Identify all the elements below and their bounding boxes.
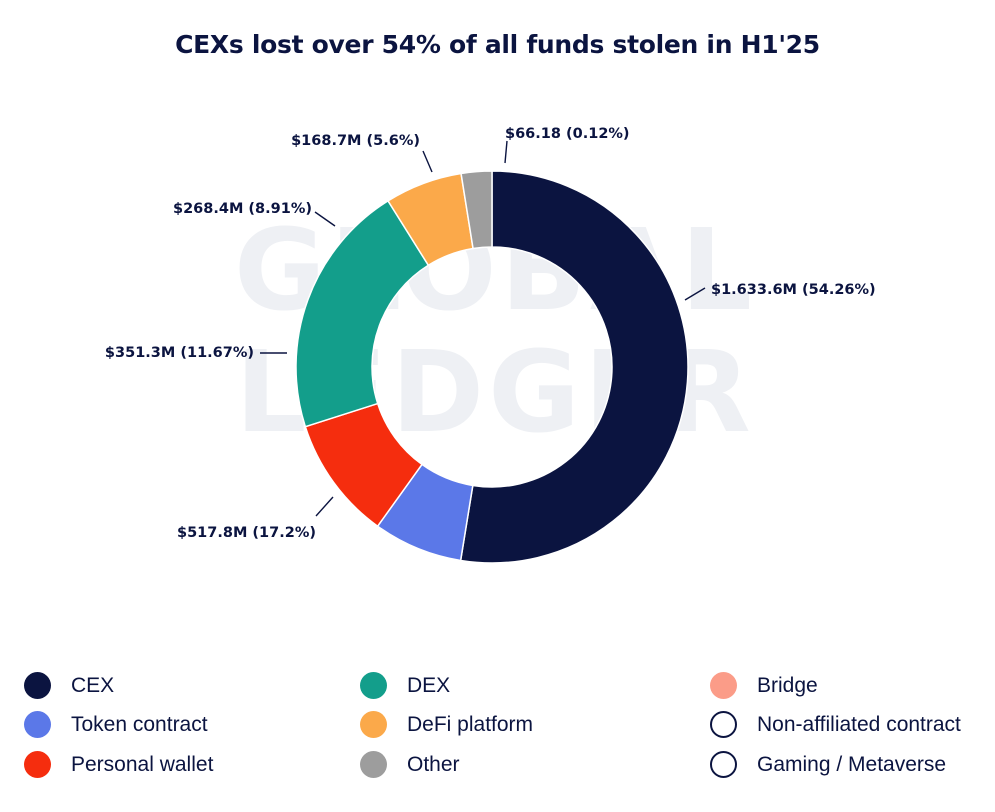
slice-dex: [295, 199, 430, 428]
chart-title: CEXs lost over 54% of all funds stolen i…: [175, 30, 820, 59]
leader-line-token-contract: [315, 496, 334, 517]
data-label-defi-platform: $168.7M (5.6%): [291, 133, 420, 149]
data-label-dex: $268.4M (8.91%): [173, 201, 312, 217]
leader-line-defi-platform: [422, 150, 433, 173]
data-label-other: $66.18 (0.12%): [505, 126, 630, 142]
leader-line-cex: [684, 287, 706, 301]
data-label-cex: $1.633.6M (54.26%): [711, 282, 876, 298]
data-label-personal-wallet: $351.3M (11.67%): [105, 345, 254, 361]
slice-cex: [459, 170, 689, 564]
leader-line-other: [504, 140, 508, 164]
slice-other: [460, 170, 493, 250]
leader-line-dex: [314, 211, 336, 227]
data-label-token-contract: $517.8M (17.2%): [177, 525, 316, 541]
